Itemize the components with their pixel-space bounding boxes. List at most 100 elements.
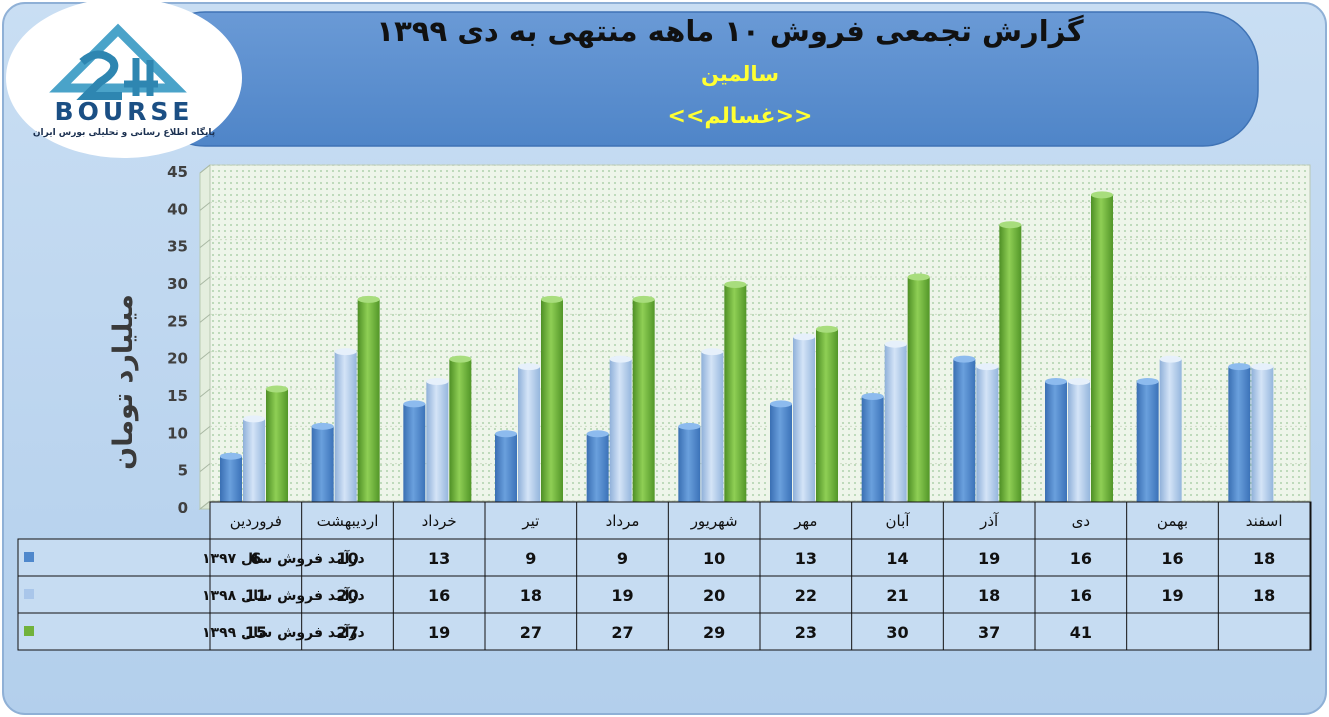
data-label: 18 bbox=[1253, 549, 1275, 568]
data-label: 16 bbox=[428, 586, 450, 605]
data-label: 10 bbox=[336, 549, 358, 568]
bar-cap bbox=[449, 355, 472, 363]
y-tick-label: 15 bbox=[167, 387, 188, 405]
data-label: 23 bbox=[795, 623, 817, 642]
ticker-symbol: <<غسالم>> bbox=[667, 104, 813, 129]
data-label: 16 bbox=[1070, 549, 1092, 568]
bar-cap bbox=[1228, 363, 1251, 371]
data-table: فروردین اردیبهشت خرداد تیر مرداد شهریور مهر آبا… bbox=[17, 501, 1312, 651]
data-label: 22 bbox=[795, 586, 817, 605]
bar-cap bbox=[220, 452, 242, 460]
data-label: 19 bbox=[978, 549, 1000, 568]
legend-label: درآمد فروش سال ۱۳۹۹ bbox=[202, 623, 365, 641]
bar-cap bbox=[357, 295, 380, 303]
company-name: سالمین bbox=[701, 62, 779, 86]
bar-1398 bbox=[1251, 366, 1274, 501]
bar-1398 bbox=[884, 344, 907, 501]
bar-1399 bbox=[266, 389, 288, 501]
data-label: 14 bbox=[886, 549, 908, 568]
bar-cap bbox=[632, 295, 655, 303]
bar-1398 bbox=[701, 351, 724, 501]
logo-badge bbox=[6, 0, 242, 158]
gridline-diag bbox=[199, 201, 211, 211]
bar-1397 bbox=[1228, 366, 1251, 501]
bar-cap bbox=[495, 430, 517, 438]
gridline-diag bbox=[199, 313, 211, 323]
bar-cap bbox=[1136, 378, 1159, 386]
gridline-diag bbox=[199, 239, 211, 249]
x-tick-label: تیر bbox=[521, 512, 539, 530]
bar-cap bbox=[266, 385, 288, 393]
x-tick-label: آبان bbox=[886, 512, 911, 530]
bar-cap bbox=[609, 355, 632, 363]
y-axis-label: میلیارد تومان bbox=[108, 294, 139, 470]
bar-1398 bbox=[793, 336, 815, 501]
plot-back-wall bbox=[209, 164, 1311, 502]
plot-area: 0 5 10 15 20 25 30 35 40 45 bbox=[167, 163, 1312, 517]
x-tick-label: مهر bbox=[793, 512, 817, 530]
y-tick-label: 45 bbox=[167, 163, 188, 181]
y-tick-label: 20 bbox=[167, 350, 188, 368]
data-label: 9 bbox=[525, 549, 536, 568]
bar-1398 bbox=[518, 366, 540, 501]
bar-1399 bbox=[541, 299, 563, 501]
data-label: 19 bbox=[428, 623, 450, 642]
bar-cap bbox=[976, 363, 999, 371]
bar-1399 bbox=[907, 277, 930, 501]
gridline-diag bbox=[199, 500, 211, 510]
x-tick-label: شهریور bbox=[690, 512, 738, 530]
x-tick-label: آذر bbox=[979, 512, 999, 530]
bar-cap bbox=[701, 348, 724, 356]
bar-cap bbox=[770, 400, 792, 408]
data-label: 19 bbox=[611, 586, 633, 605]
chart-title: گزارش تجمعی فروش ۱۰ ماهه منتهی به دی ۱۳۹… bbox=[376, 14, 1084, 48]
bar-1399 bbox=[449, 359, 472, 501]
legend-swatch bbox=[24, 589, 34, 599]
bar-cap bbox=[1251, 363, 1274, 371]
bar-cap bbox=[586, 430, 609, 438]
bar-cap bbox=[793, 333, 815, 341]
logo-two-icon bbox=[76, 50, 122, 100]
bar-1399 bbox=[816, 329, 838, 501]
bar-1398 bbox=[609, 359, 632, 501]
data-label: 16 bbox=[1161, 549, 1183, 568]
bar-cap bbox=[816, 325, 838, 333]
x-tick-label: خرداد bbox=[422, 512, 457, 530]
bar-cap bbox=[426, 378, 449, 386]
bar-1398 bbox=[426, 381, 449, 501]
bar-1397 bbox=[953, 359, 976, 501]
table-body bbox=[17, 538, 1312, 651]
bar-1397 bbox=[678, 426, 701, 501]
gridline-diag bbox=[199, 463, 211, 473]
bourse24-logo: BOURSE پایگاه اطلاع رسانی و تحلیلی بورس … bbox=[6, 0, 242, 158]
bar-1397 bbox=[495, 433, 517, 501]
data-label: 21 bbox=[886, 586, 908, 605]
x-tick-label: دی bbox=[1072, 512, 1090, 530]
bar-cap bbox=[311, 422, 334, 430]
y-tick-label: 30 bbox=[167, 275, 188, 293]
gridline-diag bbox=[199, 164, 211, 174]
data-label: 41 bbox=[1070, 623, 1092, 642]
bar-cap bbox=[884, 340, 907, 348]
bar-1398 bbox=[1159, 359, 1182, 501]
y-tick-label: 25 bbox=[167, 312, 188, 330]
x-tick-label: بهمن bbox=[1157, 512, 1188, 530]
bar-cap bbox=[724, 280, 747, 288]
data-label: 37 bbox=[978, 623, 1000, 642]
data-label: 20 bbox=[336, 586, 358, 605]
gridline-diag bbox=[199, 425, 211, 435]
bar-cap bbox=[678, 422, 701, 430]
legend-label: درآمد فروش سال ۱۳۹۸ bbox=[202, 586, 365, 604]
data-label: 19 bbox=[1161, 586, 1183, 605]
bar-cap bbox=[541, 295, 563, 303]
y-tick-label: 0 bbox=[178, 499, 188, 517]
x-tick-label: اردیبهشت bbox=[317, 512, 379, 530]
data-label: 6 bbox=[250, 549, 261, 568]
bar-1398 bbox=[1068, 381, 1090, 501]
bar-1397 bbox=[403, 403, 426, 501]
bar-1397 bbox=[586, 433, 609, 501]
y-tick-label: 40 bbox=[167, 200, 188, 218]
bar-1397 bbox=[861, 396, 884, 501]
